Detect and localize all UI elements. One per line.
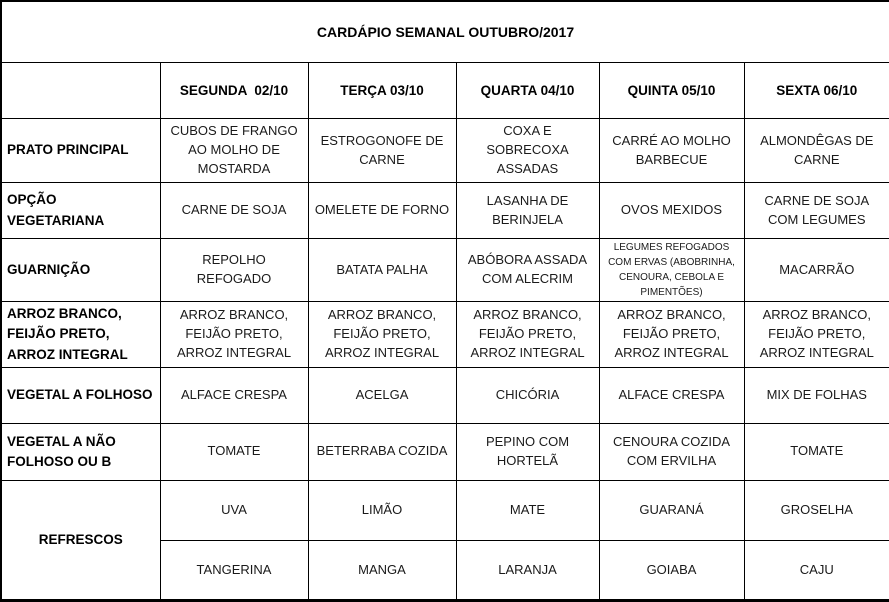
menu-cell: OMELETE DE FORNO: [307, 182, 457, 240]
menu-cell: PEPINO COM HORTELÃ: [455, 422, 600, 481]
menu-cell: ESTROGONOFE DE CARNE: [307, 118, 457, 184]
menu-cell: ALMONDÊGAS DE CARNE: [743, 118, 889, 184]
menu-cell: ARROZ BRANCO, FEIJÃO PRETO, ARROZ INTEGR…: [307, 301, 457, 368]
column-header-sexta: SEXTA 06/10: [743, 62, 889, 120]
column-header-segunda: SEGUNDA 02/10: [159, 62, 309, 120]
row-label-vegetal-nao-folhoso: VEGETAL A NÃO FOLHOSO OU B: [0, 422, 161, 481]
page-title: CARDÁPIO SEMANAL OUTUBRO/2017: [0, 0, 889, 64]
menu-cell: LEGUMES REFOGADOS COM ERVAS (ABOBRINHA, …: [598, 238, 745, 303]
menu-cell: CARNE DE SOJA COM LEGUMES: [743, 182, 889, 240]
menu-cell: TOMATE: [743, 422, 889, 481]
corner-cell: [0, 62, 161, 120]
menu-cell: GOIABA: [598, 539, 745, 602]
title-row: CARDÁPIO SEMANAL OUTUBRO/2017: [0, 0, 889, 64]
menu-cell: OVOS MEXIDOS: [598, 182, 745, 240]
menu-cell: GROSELHA: [743, 479, 889, 541]
menu-cell: MIX DE FOLHAS: [743, 366, 889, 424]
menu-cell: UVA: [159, 479, 309, 541]
table-row-arroz-feijao: ARROZ BRANCO, FEIJÃO PRETO, ARROZ INTEGR…: [0, 301, 889, 368]
table-row-refrescos-2: TANGERINA MANGA LARANJA GOIABA CAJU: [1, 539, 889, 602]
column-header-terca: TERÇA 03/10: [307, 62, 457, 120]
menu-cell: CHICÓRIA: [455, 366, 600, 424]
table-row-opcao-vegetariana: OPÇÃO VEGETARIANA CARNE DE SOJA OMELETE …: [0, 182, 889, 240]
row-label-vegetal-folhoso: VEGETAL A FOLHOSO: [0, 366, 161, 424]
menu-cell: BATATA PALHA: [307, 238, 457, 303]
menu-cell: ARROZ BRANCO, FEIJÃO PRETO, ARROZ INTEGR…: [159, 301, 309, 368]
menu-cell: ALFACE CRESPA: [598, 366, 745, 424]
table-row-vegetal-nao-folhoso: VEGETAL A NÃO FOLHOSO OU B TOMATE BETERR…: [0, 422, 889, 481]
day-header-row: SEGUNDA 02/10 TERÇA 03/10 QUARTA 04/10 Q…: [0, 62, 889, 120]
menu-cell: ACELGA: [307, 366, 457, 424]
menu-cell: TANGERINA: [159, 539, 309, 602]
menu-cell: CUBOS DE FRANGO AO MOLHO DE MOSTARDA: [159, 118, 309, 184]
table-row-vegetal-folhoso: VEGETAL A FOLHOSO ALFACE CRESPA ACELGA C…: [0, 366, 889, 424]
row-label-opcao-vegetariana: OPÇÃO VEGETARIANA: [0, 182, 161, 240]
menu-cell: ARROZ BRANCO, FEIJÃO PRETO, ARROZ INTEGR…: [743, 301, 889, 368]
row-label-arroz-feijao: ARROZ BRANCO, FEIJÃO PRETO, ARROZ INTEGR…: [0, 301, 161, 368]
menu-cell: REPOLHO REFOGADO: [159, 238, 309, 303]
menu-cell: MATE: [455, 479, 600, 541]
menu-cell: GUARANÁ: [598, 479, 745, 541]
menu-cell: ARROZ BRANCO, FEIJÃO PRETO, ARROZ INTEGR…: [455, 301, 600, 368]
column-header-quarta: QUARTA 04/10: [455, 62, 600, 120]
menu-cell: ARROZ BRANCO, FEIJÃO PRETO, ARROZ INTEGR…: [598, 301, 745, 368]
menu-cell: CARRÉ AO MOLHO BARBECUE: [598, 118, 745, 184]
menu-cell: MACARRÃO: [743, 238, 889, 303]
table-row-guarnicao: GUARNIÇÃO REPOLHO REFOGADO BATATA PALHA …: [0, 238, 889, 303]
table-row-refrescos-1: REFRESCOS UVA LIMÃO MATE GUARANÁ GROSELH…: [0, 479, 889, 602]
row-label-refrescos: REFRESCOS: [0, 479, 161, 602]
menu-cell: LASANHA DE BERINJELA: [455, 182, 600, 240]
menu-cell: ALFACE CRESPA: [159, 366, 309, 424]
menu-cell: LIMÃO: [307, 479, 457, 541]
menu-cell: CARNE DE SOJA: [159, 182, 309, 240]
table-row-prato-principal: PRATO PRINCIPAL CUBOS DE FRANGO AO MOLHO…: [0, 118, 889, 184]
row-label-guarnicao: GUARNIÇÃO: [0, 238, 161, 303]
menu-cell: ABÓBORA ASSADA COM ALECRIM: [455, 238, 600, 303]
menu-cell: CAJU: [743, 539, 889, 602]
menu-cell: MANGA: [307, 539, 457, 602]
menu-cell: CENOURA COZIDA COM ERVILHA: [598, 422, 745, 481]
menu-cell: COXA E SOBRECOXA ASSADAS: [455, 118, 600, 184]
row-label-prato-principal: PRATO PRINCIPAL: [0, 118, 161, 184]
menu-cell: BETERRABA COZIDA: [307, 422, 457, 481]
column-header-quinta: QUINTA 05/10: [598, 62, 745, 120]
menu-cell: TOMATE: [159, 422, 309, 481]
menu-cell: LARANJA: [455, 539, 600, 602]
